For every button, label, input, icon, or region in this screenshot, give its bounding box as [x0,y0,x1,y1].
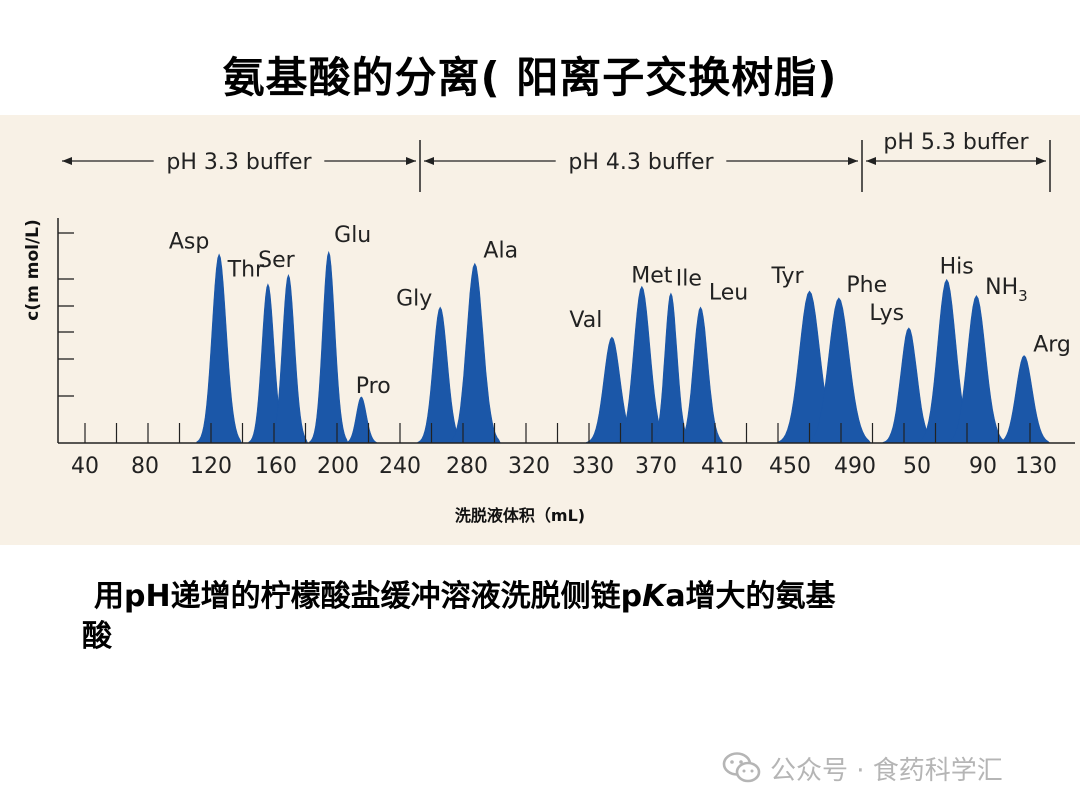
peak-gly [417,306,464,444]
x-axis-label: 洗脱液体积（mL) [455,506,585,525]
peak-nh [947,295,1006,444]
chromatogram-panel: pH 3.3 buffer pH 4.3 buffer pH 5.3 buffer … [0,115,1080,545]
x-tick-label: 50 [903,454,931,479]
buffer-ranges: pH 3.3 buffer pH 4.3 buffer pH 5.3 buffer [62,130,1051,192]
peak-label: Lys [869,301,904,326]
watermark: 公众号 · 食药科学汇 [722,748,1003,788]
x-tick-label: 90 [969,454,997,479]
peak-label: Asp [169,229,209,254]
buffer-label: pH 5.3 buffer [883,130,1029,155]
x-tick-label: 40 [71,454,99,479]
wechat-icon [722,752,761,783]
page-title: 氨基酸的分离( 阳离子交换树脂) [222,53,838,102]
axes: 40 80 120 160 200 240 280 320 330 370 410 450 490 50 9… [23,218,1075,525]
peak-ile [651,292,691,444]
peak-label: Tyr [770,264,804,289]
peak-label: Leu [709,280,748,305]
peak-pro [344,396,379,444]
caption-line1: 用pH递增的柠檬酸盐缓冲溶液洗脱侧链p [94,579,643,614]
peak-label: Ala [483,239,518,264]
peak-ala [448,262,501,444]
peak-label: Ser [258,248,296,273]
peak-label: Met [631,264,673,289]
caption-line1-tail: a增大的氨基 [665,579,836,614]
peak-phe [806,297,872,444]
caption-line2: 酸 [82,619,112,654]
peak-label: Val [569,308,602,333]
buffer-label: pH 4.3 buffer [568,150,714,175]
x-tick-label: 80 [131,454,159,479]
peak-lys [882,327,935,444]
peak-label: Thr [227,257,265,282]
buffer-range: pH 5.3 buffer [866,130,1046,165]
peak-label: Glu [334,223,371,248]
x-tick-label: 240 [379,454,421,479]
peak-label: Ile [676,267,702,292]
x-tick-label: 490 [834,454,876,479]
buffer-label: pH 3.3 buffer [166,150,312,175]
x-tick-label: 120 [190,454,232,479]
peak-label: NH3 [985,275,1028,305]
peak-leu [677,306,724,444]
x-tick-label: 130 [1015,454,1057,479]
x-tick-label: 320 [508,454,550,479]
peaks-layer [196,250,1051,444]
peak-label: Gly [396,286,432,311]
peak-glu [309,250,349,444]
peak-label: His [940,255,974,280]
peak-arg [998,355,1051,444]
peak-label: Pro [356,374,391,399]
buffer-range: pH 4.3 buffer [424,150,858,175]
x-tick-label: 160 [255,454,297,479]
y-axis-label: c(m mol/L) [23,219,43,321]
watermark-text: 公众号 · 食药科学汇 [770,755,1003,786]
x-tick-label: 200 [317,454,359,479]
x-tick-label: 330 [572,454,614,479]
peak-label: Phe [846,273,887,298]
caption-text: 用pH递增的柠檬酸盐缓冲溶液洗脱侧链pKa增大的氨基 酸 [82,577,982,657]
x-tick-label: 450 [769,454,811,479]
peak-ser [268,274,309,444]
x-tick-label: 280 [446,454,488,479]
peak-label-sub: 3 [1018,287,1028,305]
peak-asp [196,253,242,444]
peak-label: Arg [1033,333,1071,358]
caption-k-letter: K [642,579,666,614]
x-tick-label: 370 [635,454,677,479]
x-tick-label: 410 [701,454,743,479]
buffer-range: pH 3.3 buffer [62,150,416,175]
